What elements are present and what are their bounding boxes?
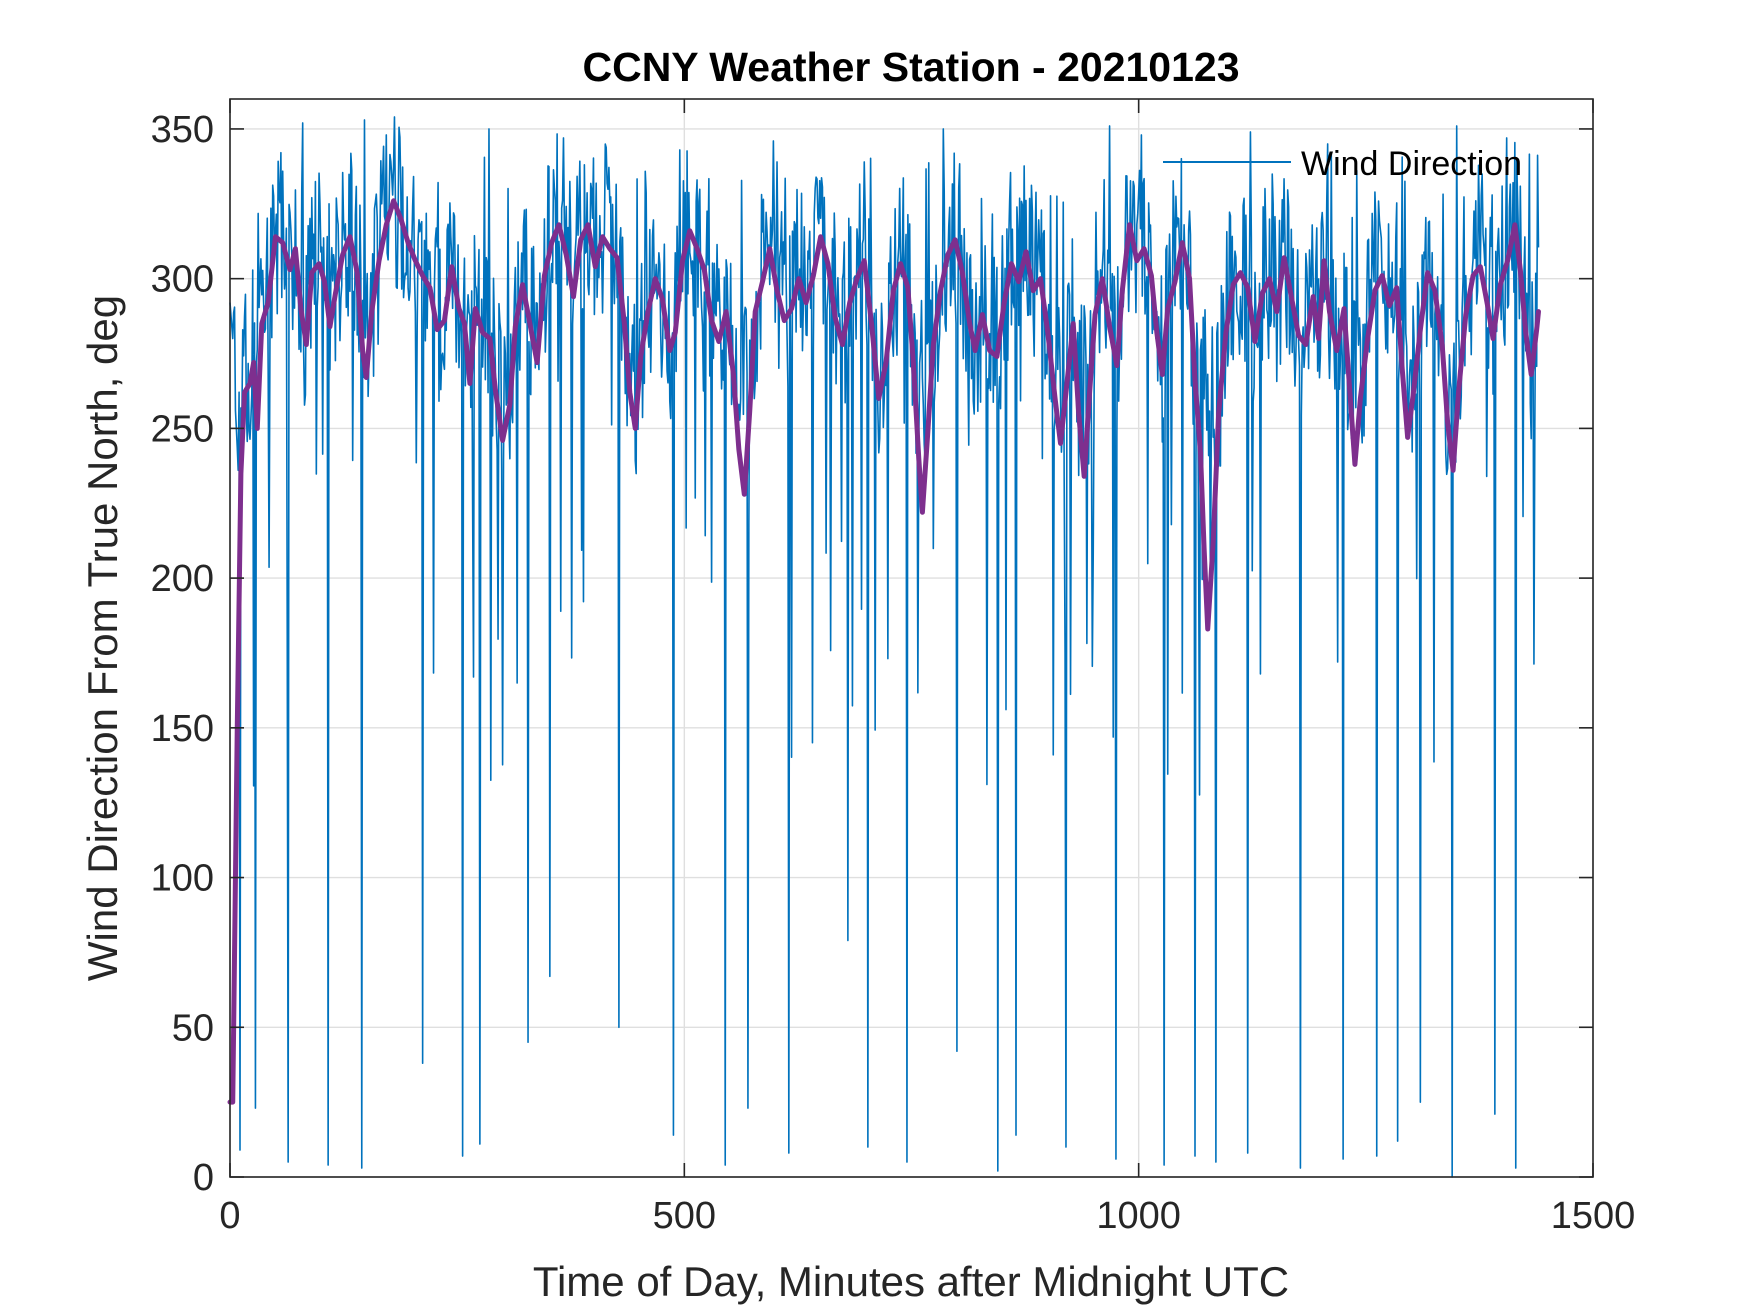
x-tick-label: 0	[219, 1195, 240, 1237]
y-tick-label: 50	[172, 1007, 214, 1049]
x-tick-label: 500	[653, 1195, 716, 1237]
legend: Wind Direction	[1163, 145, 1522, 183]
ticks	[229, 99, 1594, 1178]
y-axis-label: Wind Direction From True North, deg	[79, 295, 126, 981]
x-tick-labels: 0 500 1000 1500	[219, 1195, 1635, 1237]
series-wind-direction	[229, 116, 1540, 1178]
y-tick-label: 150	[151, 708, 214, 750]
y-tick-labels: 0 50 100 150 200 250 300 350	[151, 109, 214, 1199]
chart-title: CCNY Weather Station - 20210123	[582, 44, 1239, 90]
series-line-wind-direction	[229, 116, 1540, 1178]
y-tick-label: 0	[193, 1157, 214, 1199]
x-tick-label: 1000	[1096, 1195, 1181, 1237]
y-tick-label: 250	[151, 408, 214, 450]
y-tick-label: 350	[151, 109, 214, 151]
y-tick-label: 200	[151, 558, 214, 600]
series-line-smoothed	[227, 198, 1541, 1105]
y-tick-label: 100	[151, 858, 214, 900]
y-tick-label: 300	[151, 259, 214, 301]
series-smoothed	[227, 198, 1541, 1105]
legend-label-wind-direction: Wind Direction	[1301, 145, 1522, 183]
x-tick-label: 1500	[1551, 1195, 1636, 1237]
plot-frame	[229, 98, 1594, 1178]
x-axis-label: Time of Day, Minutes after Midnight UTC	[533, 1258, 1289, 1305]
